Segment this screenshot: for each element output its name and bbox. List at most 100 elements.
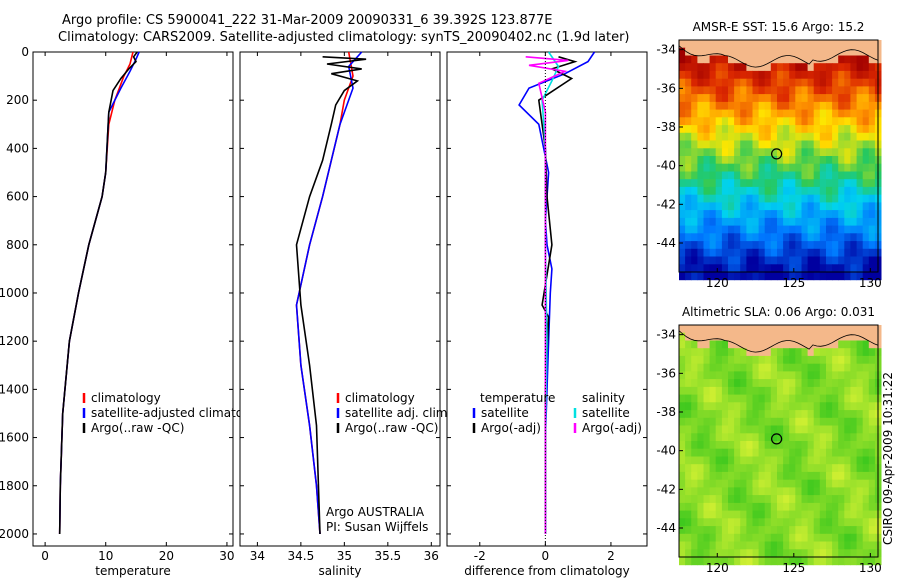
map-cell	[734, 140, 741, 149]
map-cell	[819, 225, 827, 234]
map-cell	[789, 171, 796, 180]
map-cell	[715, 533, 723, 542]
map-cell	[862, 348, 870, 357]
map-cell	[740, 47, 747, 56]
map-cell	[868, 549, 876, 558]
map-cell	[697, 456, 704, 465]
map-cell	[801, 541, 809, 550]
map-cell	[789, 241, 796, 250]
map-cell	[789, 163, 796, 172]
map-cell	[850, 264, 857, 273]
map-cell	[740, 248, 747, 257]
map-cell	[795, 487, 802, 496]
map-cell	[691, 402, 698, 411]
map-cell	[752, 171, 760, 180]
map-cell	[721, 217, 729, 227]
map-cell	[740, 557, 747, 566]
map-cell	[764, 256, 772, 265]
map-cell	[746, 194, 753, 203]
map-cell	[813, 63, 821, 72]
map-cell	[819, 471, 827, 481]
map-cell	[709, 70, 717, 80]
map-cell	[832, 502, 839, 512]
x-tick-label: 10	[98, 549, 113, 563]
map-cell	[758, 225, 766, 234]
map-cell	[795, 94, 802, 103]
map-cell	[697, 163, 704, 172]
map-cell	[844, 379, 851, 388]
map-cell	[777, 125, 784, 134]
map-cell	[801, 194, 809, 203]
map-cell	[752, 417, 760, 426]
map-cell	[862, 171, 870, 180]
map-cell	[691, 371, 698, 380]
y-tick-label: 1600	[0, 431, 29, 445]
map-cell	[783, 256, 790, 265]
map-cell	[777, 132, 784, 141]
map-cell	[752, 332, 760, 341]
map-cell	[856, 233, 864, 242]
map-cell	[844, 487, 851, 496]
map-cell	[685, 526, 692, 535]
map-cell	[697, 371, 704, 380]
map-cell	[746, 109, 753, 118]
map-cell	[691, 186, 698, 196]
map-cell	[764, 217, 772, 227]
map-cell	[752, 464, 760, 473]
map-cell	[703, 325, 711, 334]
map-cell	[758, 194, 766, 203]
map-cell	[850, 340, 857, 349]
map-cell	[783, 557, 790, 566]
map-cell	[758, 441, 766, 450]
map-cell	[807, 70, 815, 80]
map-cell	[715, 256, 723, 265]
map-cell	[832, 549, 839, 558]
map-cell	[691, 47, 698, 56]
map-cell	[746, 132, 753, 141]
map-cell	[746, 348, 753, 357]
map-cell	[703, 70, 711, 80]
map-cell	[721, 248, 729, 257]
map-cell	[856, 148, 864, 157]
map-cell	[862, 272, 870, 281]
map-cell	[856, 487, 864, 496]
map-cell	[813, 410, 821, 419]
map-cell	[734, 325, 741, 334]
map-cell	[752, 179, 760, 188]
map-cell	[813, 417, 821, 426]
map-cell	[734, 502, 741, 512]
map-cell	[783, 94, 790, 103]
map-cell	[838, 425, 845, 434]
map-cell	[819, 332, 827, 341]
map-cell	[813, 479, 821, 488]
map-cell	[679, 557, 686, 566]
map-cell	[838, 148, 845, 157]
map-cell	[789, 194, 796, 203]
map-cell	[752, 487, 760, 496]
map-cell	[862, 86, 870, 95]
map-cell	[691, 386, 698, 396]
map-cell	[807, 502, 815, 512]
map-cell	[795, 348, 802, 357]
map-cell	[832, 94, 839, 103]
map-cell	[758, 86, 766, 95]
map-cell	[764, 109, 772, 118]
map-cell	[734, 117, 741, 126]
map-y-tick-label: -38	[656, 405, 676, 419]
map-cell	[715, 125, 723, 134]
map-cell	[856, 156, 864, 165]
map-cell	[697, 549, 704, 558]
map-cell	[740, 86, 747, 95]
map-cell	[752, 217, 760, 227]
map-cell	[770, 156, 778, 165]
map-cell	[795, 533, 802, 542]
map-cell	[868, 557, 876, 566]
map-cell	[770, 410, 778, 419]
map-cell	[770, 272, 778, 281]
map-cell	[819, 233, 827, 242]
map-cell	[838, 541, 845, 550]
map-cell	[703, 202, 711, 211]
map-cell	[862, 256, 870, 265]
map-cell	[709, 479, 717, 488]
map-cell	[807, 117, 815, 126]
